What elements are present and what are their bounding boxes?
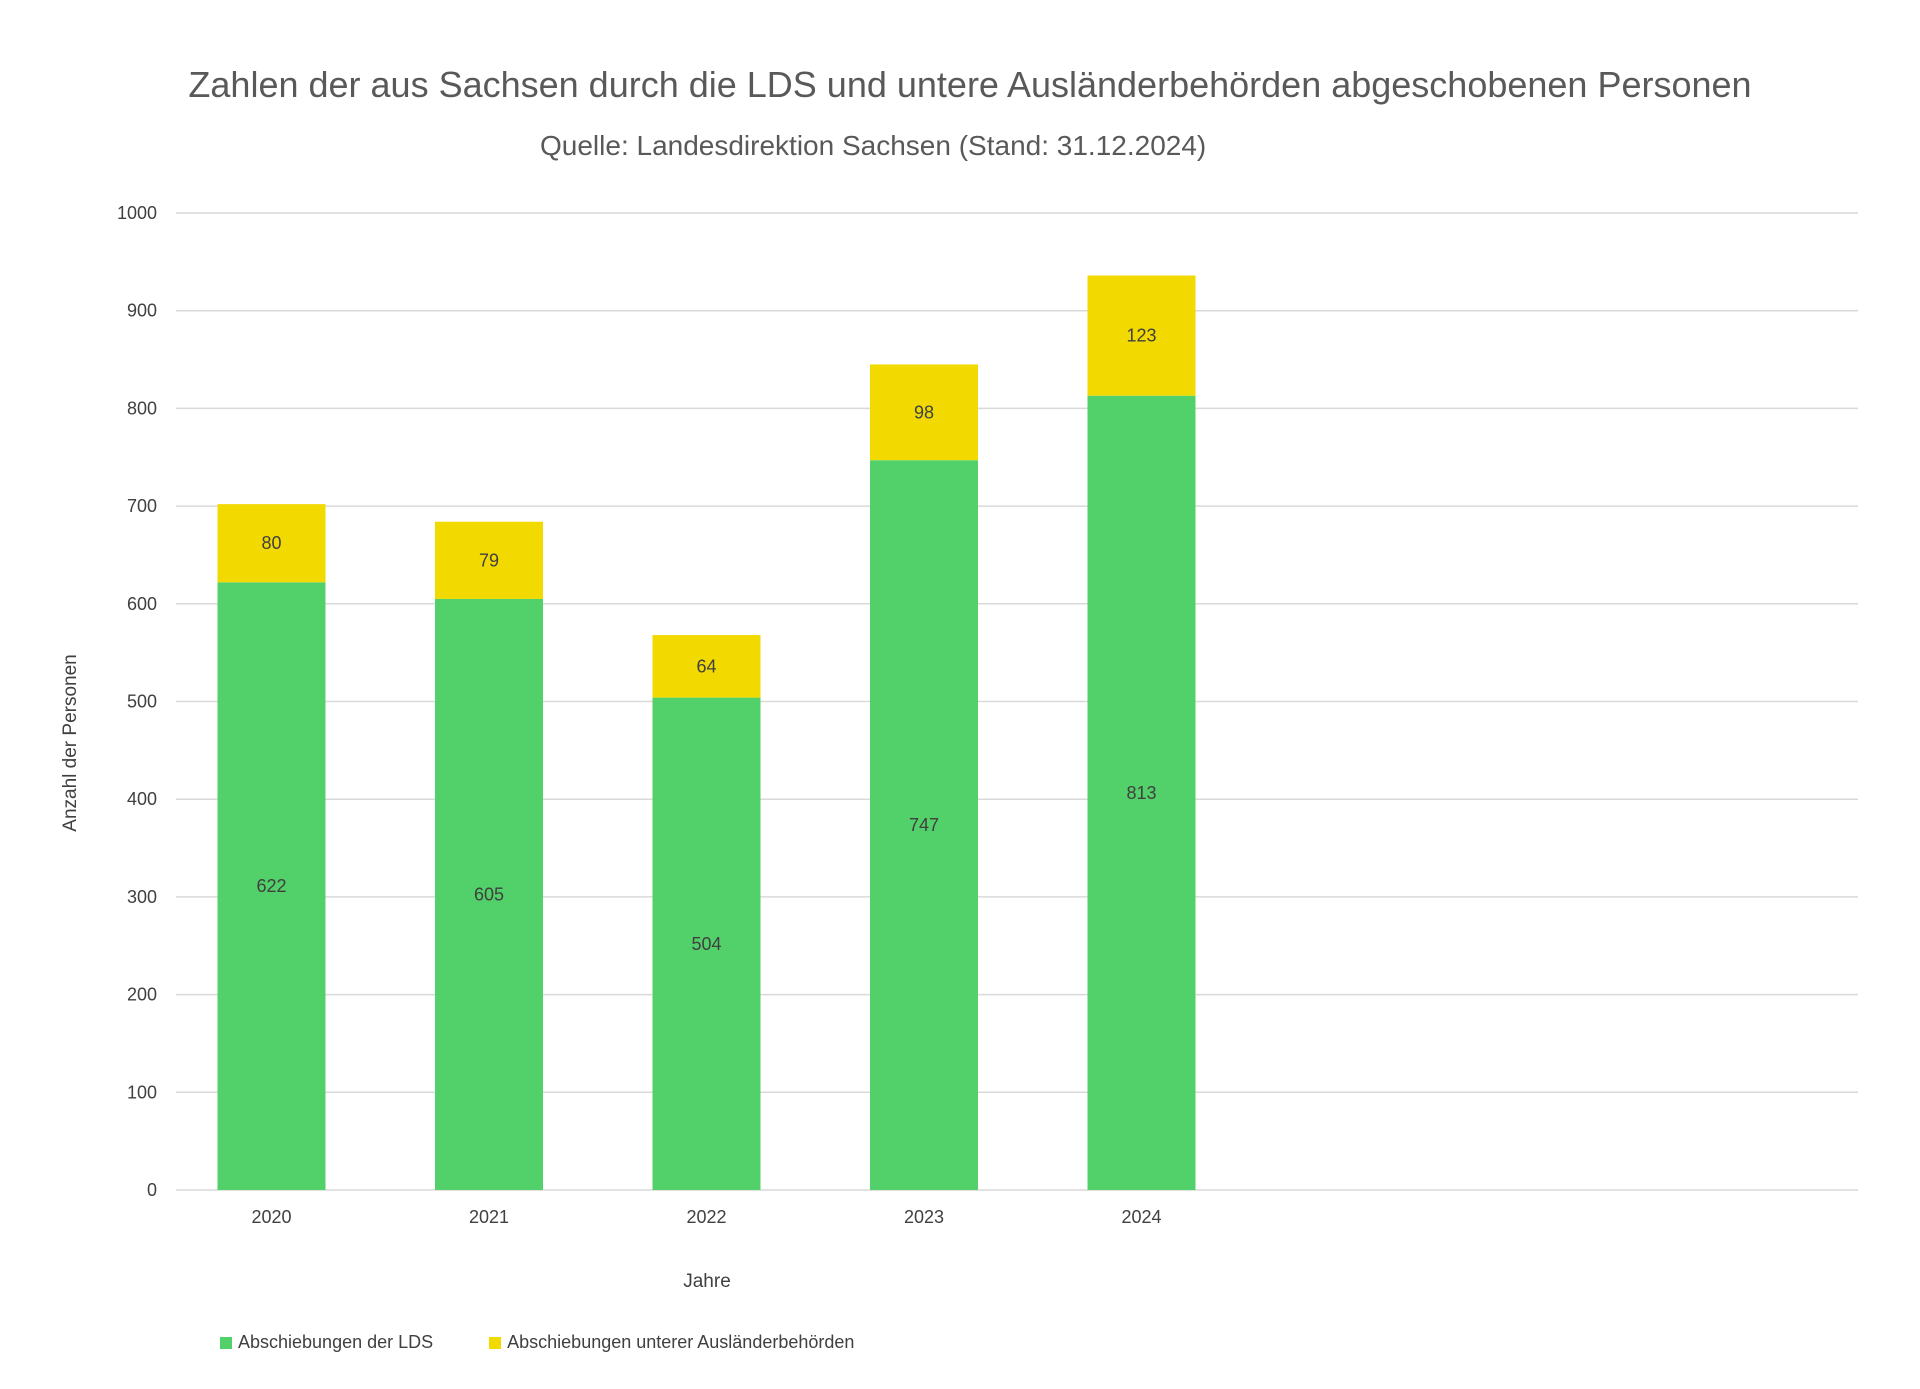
x-tick-label-2022: 2022 [686,1207,726,1227]
y-tick-label-0: 0 [147,1180,157,1200]
legend-item-uab: Abschiebungen unterer Ausländerbehörden [489,1332,854,1353]
y-tick-label-600: 600 [127,594,157,614]
data-label-2021-series-0: 605 [474,884,504,904]
bar-2020-series-1 [217,504,326,583]
legend-label-lds: Abschiebungen der LDS [238,1332,434,1352]
data-label-2024-series-1: 123 [1126,326,1156,346]
y-axis-ticks: 0 100 200 300 400 500 600 700 800 900 1000 [117,203,157,1200]
data-label-2022-series-1: 64 [696,656,716,676]
x-tick-label-2023: 2023 [904,1207,944,1227]
data-label-2022-series-0: 504 [691,934,721,954]
y-tick-label-800: 800 [127,398,157,418]
legend-swatch-lds [220,1336,232,1349]
y-tick-label-500: 500 [127,692,157,712]
y-tick-label-400: 400 [127,789,157,809]
y-tick-label-1000: 1000 [117,203,157,223]
data-labels: 622 80 605 79 504 64 747 98 813 123 [256,326,1156,954]
y-tick-label-300: 300 [127,887,157,907]
bars [217,275,1196,1191]
bar-2022-series-0 [652,697,761,1190]
x-axis-ticks: 2020 2021 2022 2023 2024 [251,1207,1161,1227]
chart-title: Zahlen der aus Sachsen durch die LDS und… [188,64,1752,105]
bar-2020-series-0 [217,582,326,1190]
legend-label-uab: Abschiebungen unterer Ausländerbehörden [507,1332,855,1352]
bar-2024-series-0 [1087,395,1196,1191]
data-label-2023-series-1: 98 [914,402,934,422]
bar-2021-series-0 [435,598,543,1190]
data-label-2021-series-1: 79 [479,550,499,570]
legend-item-lds: Abschiebungen der LDS [220,1332,433,1353]
x-tick-label-2020: 2020 [251,1207,291,1227]
y-axis-label: Anzahl der Personen [60,654,81,831]
x-axis-label: Jahre [683,1271,731,1292]
data-label-2020-series-0: 622 [256,876,286,896]
data-label-2020-series-1: 80 [261,533,281,553]
gridlines [176,212,1858,1191]
bar-2021-series-1 [435,521,543,599]
legend-swatch-uab [489,1336,502,1349]
y-tick-label-900: 900 [127,301,157,321]
bar-2022-series-1 [652,635,761,698]
y-tick-label-700: 700 [127,496,157,516]
x-tick-label-2021: 2021 [469,1207,509,1227]
bar-2023-series-0 [870,460,978,1190]
y-tick-label-100: 100 [127,1082,157,1102]
x-tick-label-2024: 2024 [1121,1207,1161,1227]
legend: Abschiebungen der LDS Abschiebungen unte… [220,1332,854,1353]
bar-2024-series-1 [1087,275,1196,396]
chart-subtitle: Quelle: Landesdirektion Sachsen (Stand: … [540,130,1207,161]
y-tick-label-200: 200 [127,985,157,1005]
data-label-2023-series-0: 747 [909,815,939,835]
bar-2023-series-1 [870,364,978,461]
data-label-2024-series-0: 813 [1126,783,1156,803]
